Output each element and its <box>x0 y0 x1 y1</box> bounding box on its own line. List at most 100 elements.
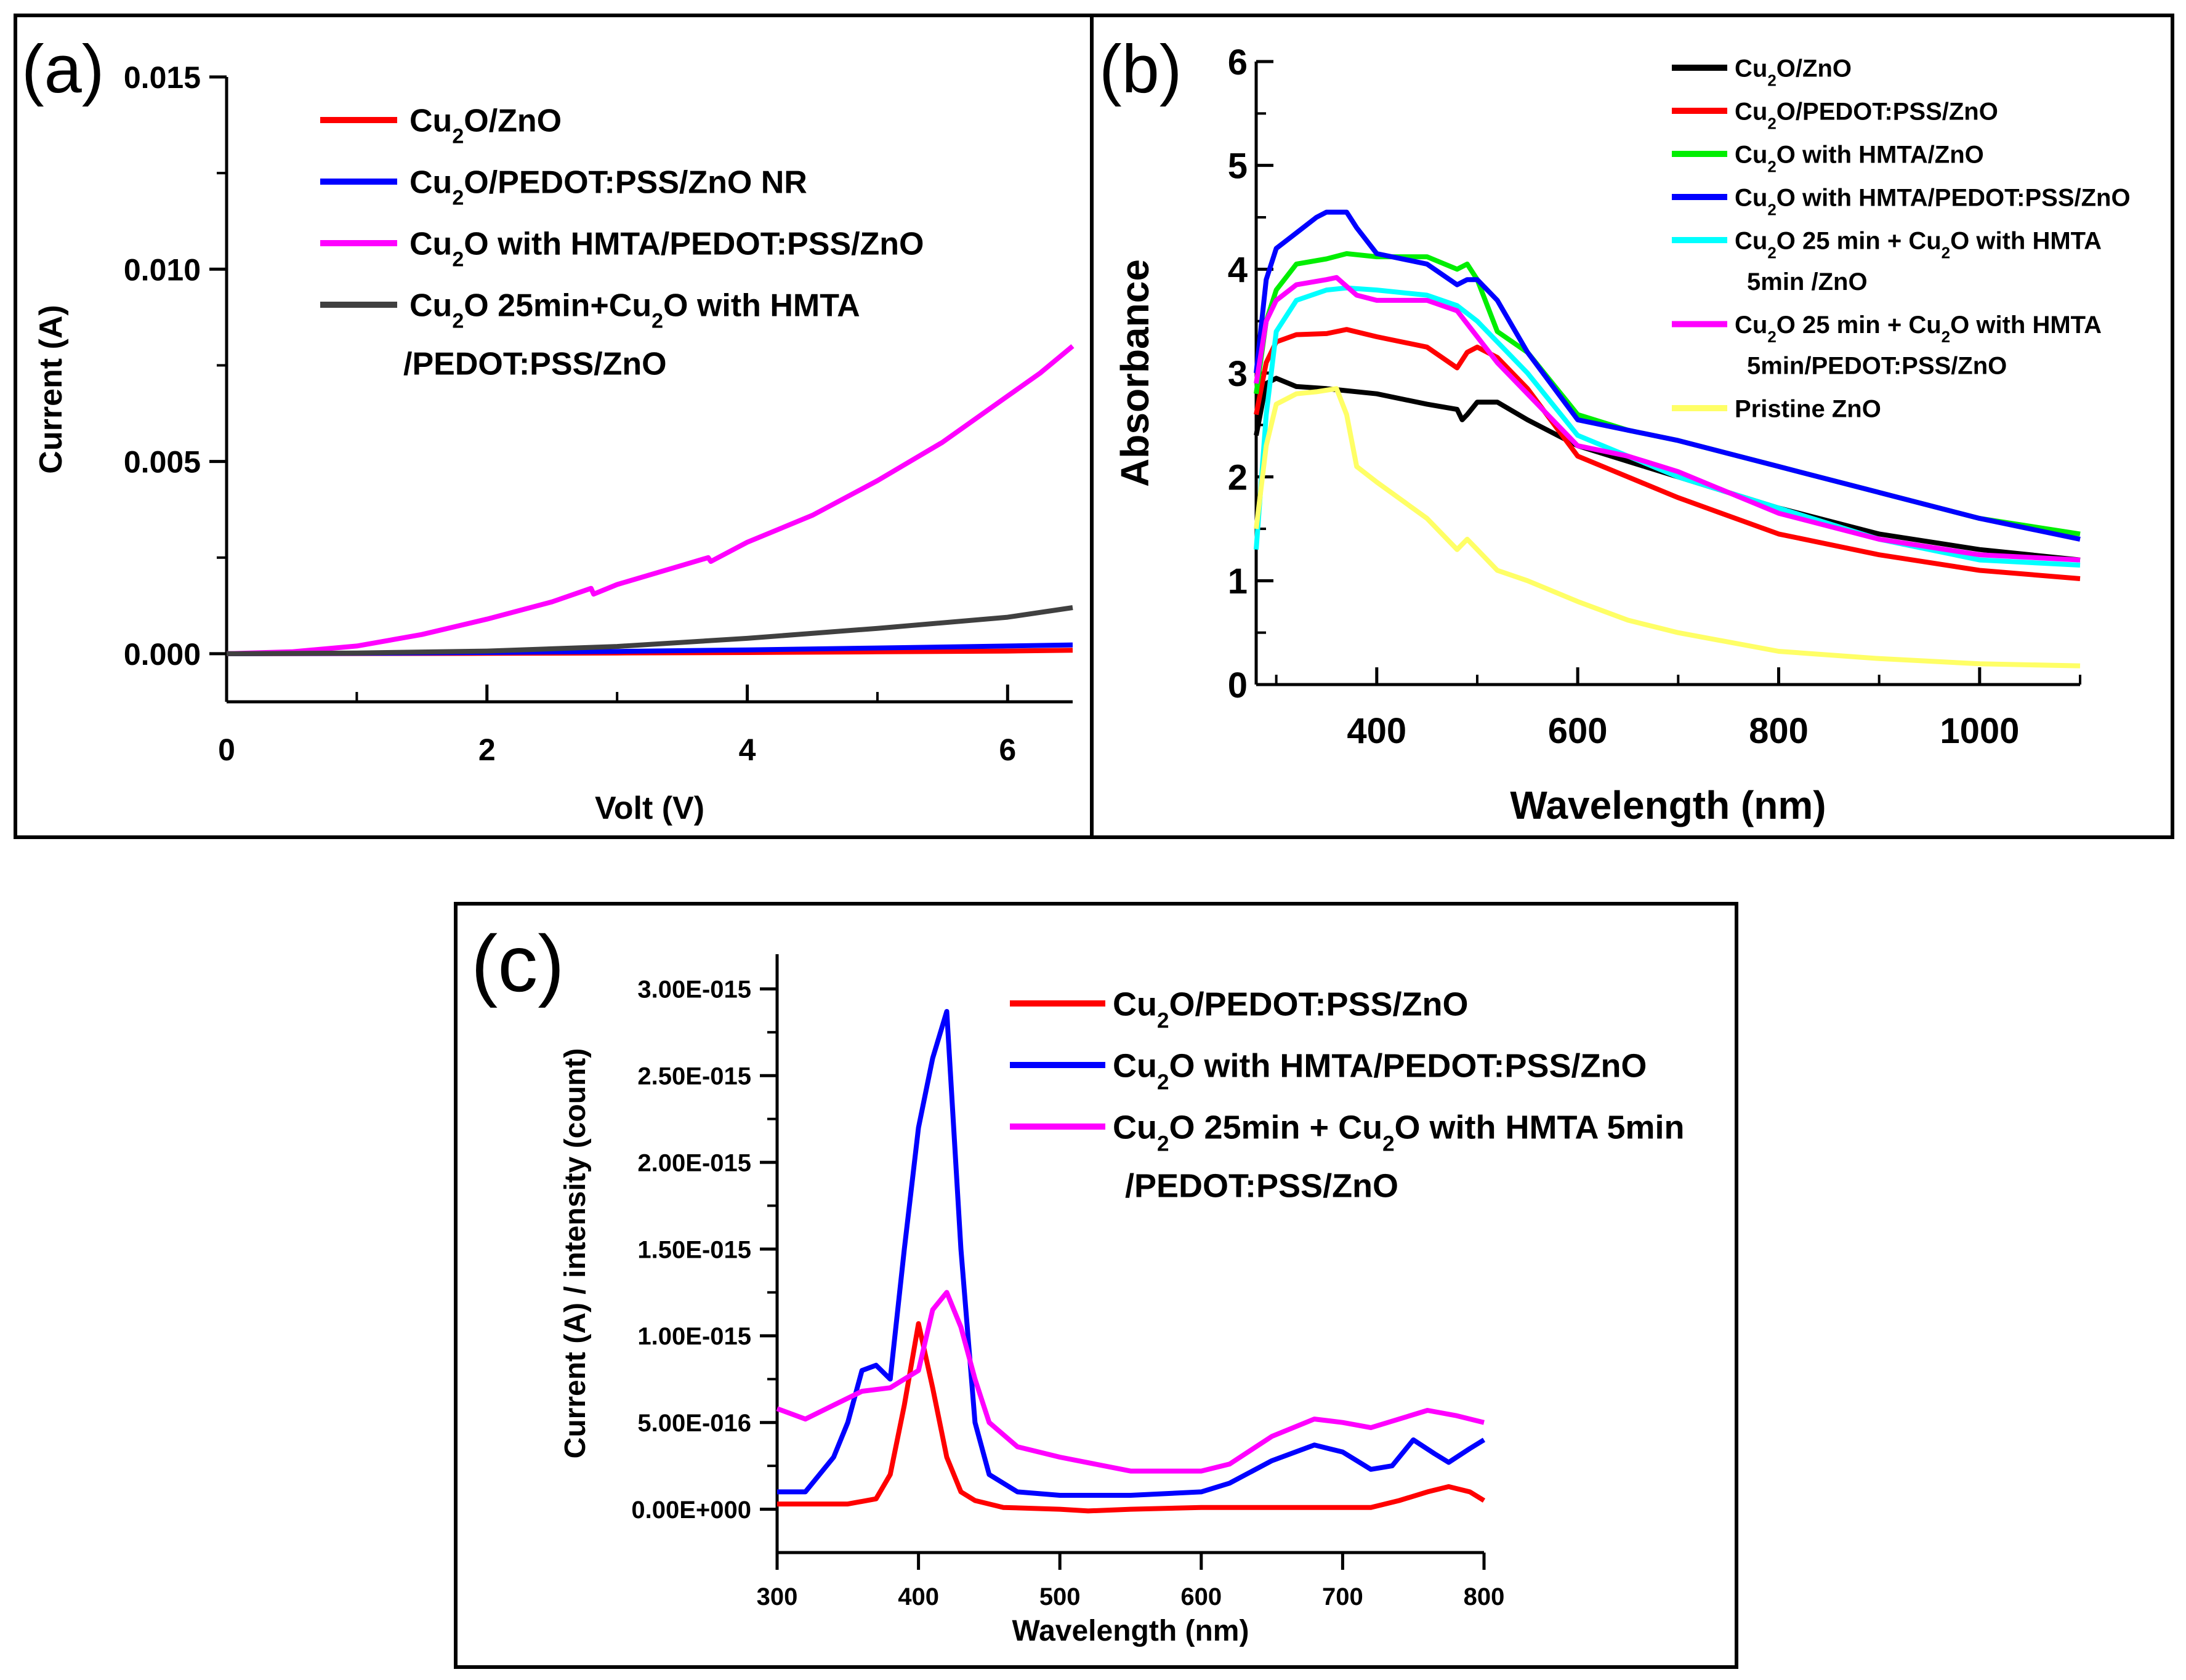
legend-text-part: 2 <box>1767 200 1776 219</box>
panel-b-label: (b) <box>1099 31 1182 107</box>
legend-text-part: 2 <box>1157 1070 1169 1094</box>
legend-label-c-1: Cu2O with HMTA/PEDOT:PSS/ZnO <box>1113 1047 1647 1094</box>
legend-text-part: 2 <box>1942 328 1950 346</box>
legend-text-part: O 25min+Cu <box>464 288 651 324</box>
panel-c: (c) 0.00E+000 5.00E-016 1.00E-015 1.50E-015… <box>454 902 1738 1669</box>
legend-label-b-5: Cu2O 25 min + Cu2O with HMTA <box>1735 311 2102 346</box>
series-line-b-6 <box>1254 386 2081 669</box>
legend-label-b-4: Cu2O 25 min + Cu2O with HMTA <box>1735 227 2102 262</box>
legend-label-b-3: Cu2O with HMTA/PEDOT:PSS/ZnO <box>1735 184 2131 219</box>
legend-text-part: 2 <box>452 187 464 210</box>
series-line-c-2 <box>776 1290 1485 1474</box>
legend-text-part: O/ZnO <box>1777 55 1852 82</box>
legend-label-c-0: Cu2O/PEDOT:PSS/ZnO <box>1113 986 1469 1032</box>
legend-text-part: Cu <box>1113 1047 1157 1084</box>
y-tick-label-c: 1.50E-015 <box>637 1236 751 1263</box>
legend-text-part: Cu <box>1735 98 1767 125</box>
legend-label-a-1: Cu2O/PEDOT:PSS/ZnO NR <box>409 165 807 210</box>
legend-text-part: Cu <box>1735 227 1767 254</box>
legend-text-part: 2 <box>1767 243 1776 262</box>
x-tick-label-b: 1000 <box>1940 711 2019 751</box>
legend-text-part: Cu <box>409 165 452 201</box>
y-tick-label-c: 1.00E-015 <box>637 1323 751 1350</box>
y-tick-label-a: 0.000 <box>124 637 201 672</box>
legend-text-part: O/ZnO <box>464 103 562 139</box>
series-line-c-0 <box>777 1321 1486 1514</box>
legend-label-a-2: Cu2O with HMTA/PEDOT:PSS/ZnO <box>409 227 924 271</box>
legend-text-part: 2 <box>452 310 464 333</box>
x-tick-label-a: 0 <box>218 733 235 767</box>
x-tick-label-c: 700 <box>1322 1583 1363 1610</box>
y-tick-label-b: 1 <box>1228 561 1248 601</box>
legend-text-part: O with HMTA/PEDOT:PSS/ZnO <box>1169 1047 1647 1084</box>
legend-text-part: O/PEDOT:PSS/ZnO <box>1169 986 1468 1023</box>
y-tick-label-a: 0.015 <box>124 60 201 95</box>
y-tick-label-a: 0.005 <box>124 445 201 480</box>
legend-text-part: O/PEDOT:PSS/ZnO NR <box>464 165 807 201</box>
x-axis-label-a: Volt (V) <box>595 790 704 826</box>
y-tick-label-c: 0.00E+000 <box>631 1497 751 1524</box>
legend-label-b-6: Pristine ZnO <box>1735 395 1881 422</box>
y-tick-label-b: 6 <box>1228 42 1248 82</box>
legend-label-a-0: Cu2O/ZnO <box>409 103 562 148</box>
x-tick-label-a: 4 <box>739 733 756 767</box>
y-tick-label-c: 3.00E-015 <box>637 976 751 1003</box>
legend-text-part: O 25min + Cu <box>1169 1109 1382 1146</box>
legend-label-a-3: Cu2O 25min+Cu2O with HMTA <box>409 288 860 333</box>
legend-label-cont-b-5: 5min/PEDOT:PSS/ZnO <box>1747 352 2007 379</box>
legend-text-part: Cu <box>1735 141 1767 168</box>
y-tick-label-a: 0.010 <box>124 252 201 287</box>
y-tick-label-c: 2.00E-015 <box>637 1149 751 1176</box>
y-tick-label-c: 2.50E-015 <box>637 1063 751 1090</box>
legend-text-part: 2 <box>1767 71 1776 89</box>
legend-label-cont-a-3: /PEDOT:PSS/ZnO <box>403 347 667 382</box>
legend-text-part: 2 <box>452 248 464 271</box>
x-tick-label-c: 600 <box>1180 1583 1222 1610</box>
x-tick-label-a: 6 <box>999 733 1016 767</box>
legend-label-c-2: Cu2O 25min + Cu2O with HMTA 5min <box>1113 1109 1685 1156</box>
legend-text-part: Cu <box>409 103 452 139</box>
legend-text-part: 2 <box>651 310 663 333</box>
x-tick-label-b: 600 <box>1548 711 1608 751</box>
series-line-b-1 <box>1254 327 2081 581</box>
legend-text-part: O with HMTA/PEDOT:PSS/ZnO <box>464 227 924 262</box>
x-tick-label-c: 800 <box>1464 1583 1505 1610</box>
chart-c: 0.00E+000 5.00E-016 1.00E-015 1.50E-015 2.00… <box>559 954 1685 1647</box>
panel-c-label: (c) <box>471 918 565 1008</box>
legend-text-part: O 25 min + Cu <box>1777 311 1942 339</box>
legend-text-part: Cu <box>1735 184 1767 211</box>
x-tick-label-b: 400 <box>1347 711 1406 751</box>
legend-text-part: O 25 min + Cu <box>1777 227 1942 254</box>
panel-a-label: (a) <box>22 31 104 107</box>
legend-label-cont-c-2: /PEDOT:PSS/ZnO <box>1125 1167 1398 1204</box>
legend-label-b-2: Cu2O with HMTA/ZnO <box>1735 141 1984 175</box>
legend-text-part: 2 <box>1382 1131 1394 1156</box>
legend-text-part: Cu <box>409 288 452 324</box>
legend-text-part: 2 <box>1767 157 1776 175</box>
x-tick-label-c: 300 <box>757 1583 798 1610</box>
x-axis-label-c: Wavelength (nm) <box>1012 1615 1249 1647</box>
x-tick-label-c: 400 <box>898 1583 939 1610</box>
legend-text-part: O with HMTA <box>1950 227 2102 254</box>
series-line-b-5 <box>1254 275 2081 563</box>
y-tick-label-b: 0 <box>1228 665 1248 705</box>
legend-label-b-1: Cu2O/PEDOT:PSS/ZnO <box>1735 98 1998 132</box>
y-tick-label-c: 5.00E-016 <box>637 1410 751 1437</box>
legend-text-part: Cu <box>1113 986 1157 1023</box>
legend-text-part: Cu <box>1735 311 1767 339</box>
legend-text-part: Cu <box>409 227 452 262</box>
legend-label-cont-b-4: 5min /ZnO <box>1747 268 1868 295</box>
panel-c-frame <box>454 902 1738 1669</box>
legend-text-part: 2 <box>1767 114 1776 132</box>
panel-a: (a) 0.000 0.005 0.010 0.015 0 2 4 6 Volt (V) Curr… <box>14 14 1094 839</box>
y-axis-label-c: Current (A) / intensity (count) <box>559 1048 592 1459</box>
series-line-b-4 <box>1254 285 2081 568</box>
legend-text-part: 2 <box>1767 328 1776 346</box>
x-axis-label-b: Wavelength (nm) <box>1510 783 1826 827</box>
x-tick-label-b: 800 <box>1749 711 1809 751</box>
series-line-c-1 <box>777 1009 1486 1498</box>
series-line-a-2 <box>226 344 1075 656</box>
chart-b: 0 1 2 3 4 5 6 400 600 800 1000 Wavelength (nm) Absor… <box>1113 42 2131 827</box>
legend-text-part: O with HMTA/PEDOT:PSS/ZnO <box>1777 184 2131 211</box>
